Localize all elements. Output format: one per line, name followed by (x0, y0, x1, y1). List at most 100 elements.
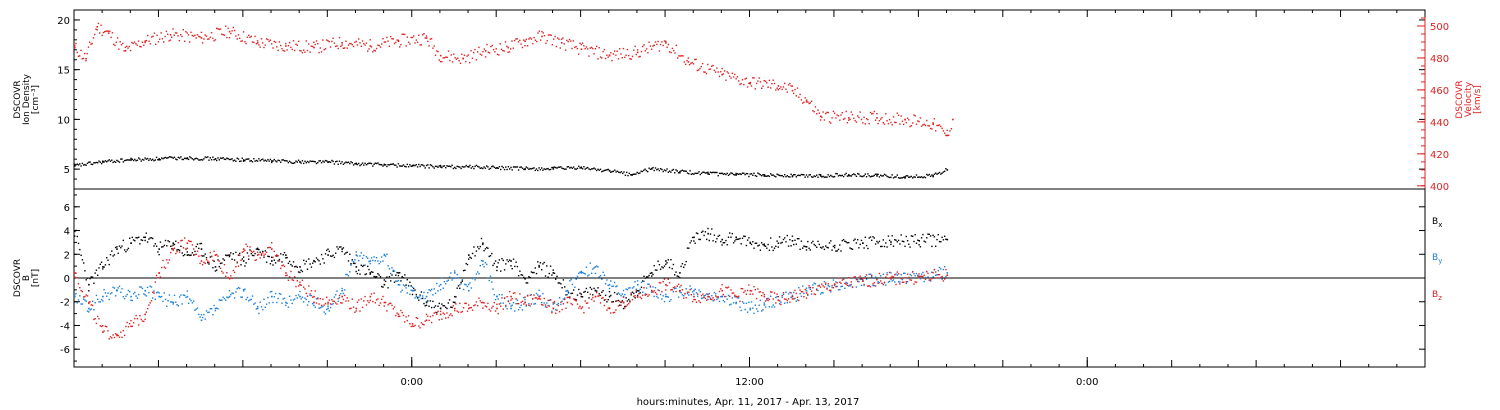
velocity-series-point (687, 61, 690, 63)
field-series-bz (596, 291, 598, 294)
velocity-series (568, 38, 571, 41)
field-series-bz (173, 247, 176, 249)
density-series (195, 157, 197, 159)
velocity-series (432, 47, 434, 49)
field-series-bz (757, 288, 759, 290)
density-series (630, 174, 632, 176)
velocity-series (541, 30, 543, 33)
velocity-series (443, 57, 446, 59)
field-series-bz (471, 309, 474, 311)
field-series-bx (108, 263, 110, 266)
field-series-bz (379, 302, 382, 304)
field-series-bx (612, 301, 614, 303)
field-series-by (604, 283, 607, 285)
velocity-series (901, 120, 904, 122)
field-series-bx (543, 261, 545, 264)
density-series (814, 175, 817, 178)
field-series-bx (186, 251, 188, 253)
field-series-bz (259, 257, 261, 259)
velocity-series (223, 34, 226, 36)
field-series-by (441, 277, 443, 279)
field-series-bx (150, 237, 153, 239)
velocity-series (876, 113, 878, 115)
density-series (118, 161, 121, 163)
field-series-bz (450, 313, 452, 315)
density-series (379, 163, 382, 166)
velocity-axis-tick-label: 440 (1430, 118, 1449, 129)
field-series-bz (526, 295, 529, 297)
velocity-series (482, 51, 484, 53)
velocity-series (185, 31, 187, 33)
density-series (729, 173, 731, 175)
field-series-by (644, 293, 646, 295)
field-series-by (260, 306, 263, 308)
field-series-by (615, 286, 617, 288)
velocity-series (240, 40, 242, 42)
field-series-by (332, 303, 334, 305)
field-series-bz (306, 295, 309, 297)
density-series (675, 169, 677, 171)
field-series-bx (493, 262, 495, 265)
field-series-bz (689, 289, 691, 291)
velocity-series (109, 30, 111, 33)
velocity-series (590, 46, 593, 49)
field-series-bz (241, 251, 243, 253)
density-series (420, 164, 423, 166)
field-series-by (303, 301, 305, 303)
field-series-by (287, 306, 290, 308)
field-series-by (519, 306, 521, 309)
density-series (809, 174, 811, 176)
field-series-by (537, 294, 539, 296)
field-series-by (439, 289, 442, 291)
field-series-by-point (214, 307, 217, 310)
field-series-bx (680, 265, 682, 268)
field-series-by (547, 304, 549, 307)
field-series-bx (798, 238, 800, 240)
density-series (136, 159, 139, 161)
field-series-by (191, 302, 194, 304)
velocity-series (341, 44, 343, 46)
field-series-by-point (425, 295, 428, 298)
field-series-bx (674, 274, 676, 276)
field-series-bz (407, 315, 410, 317)
density-series (167, 157, 169, 159)
field-series-by-point (580, 272, 583, 274)
velocity-series (625, 54, 627, 56)
field-series-by (732, 302, 735, 304)
field-series-by-point (228, 295, 231, 298)
field-series-by (771, 306, 773, 308)
field-series-bx (929, 235, 932, 237)
field-series-bz (781, 294, 783, 297)
field-series-bx-point (256, 248, 259, 250)
field-series-bx (855, 242, 858, 244)
field-series-bz (912, 271, 914, 273)
field-series-bx (670, 259, 672, 261)
velocity-series (474, 48, 476, 51)
field-series-bz (890, 276, 892, 279)
velocity-series (90, 43, 92, 45)
field-series-bx (800, 240, 803, 242)
field-series-by (259, 301, 261, 303)
density-series (908, 176, 910, 178)
field-series-bz (857, 280, 859, 283)
field-series-bz (787, 298, 790, 300)
field-series-by-point (735, 301, 737, 304)
field-series-bx (520, 274, 522, 276)
density-series (363, 164, 365, 166)
velocity-series (937, 124, 939, 127)
field-series-bx-point (510, 260, 512, 262)
field-series-by (132, 293, 135, 295)
field-series-by (189, 298, 191, 300)
field-series-bx (114, 246, 117, 249)
field-series-by (409, 293, 411, 295)
field-series-bx (120, 247, 122, 249)
field-series-bx (335, 252, 337, 254)
velocity-series (337, 47, 339, 50)
field-series-bx (735, 238, 737, 241)
velocity-series (241, 40, 243, 42)
field-series-bx (561, 287, 563, 289)
field-series-bz (386, 310, 388, 312)
density-series (912, 177, 914, 179)
field-series-bx (360, 264, 362, 266)
field-series-by (248, 300, 250, 302)
